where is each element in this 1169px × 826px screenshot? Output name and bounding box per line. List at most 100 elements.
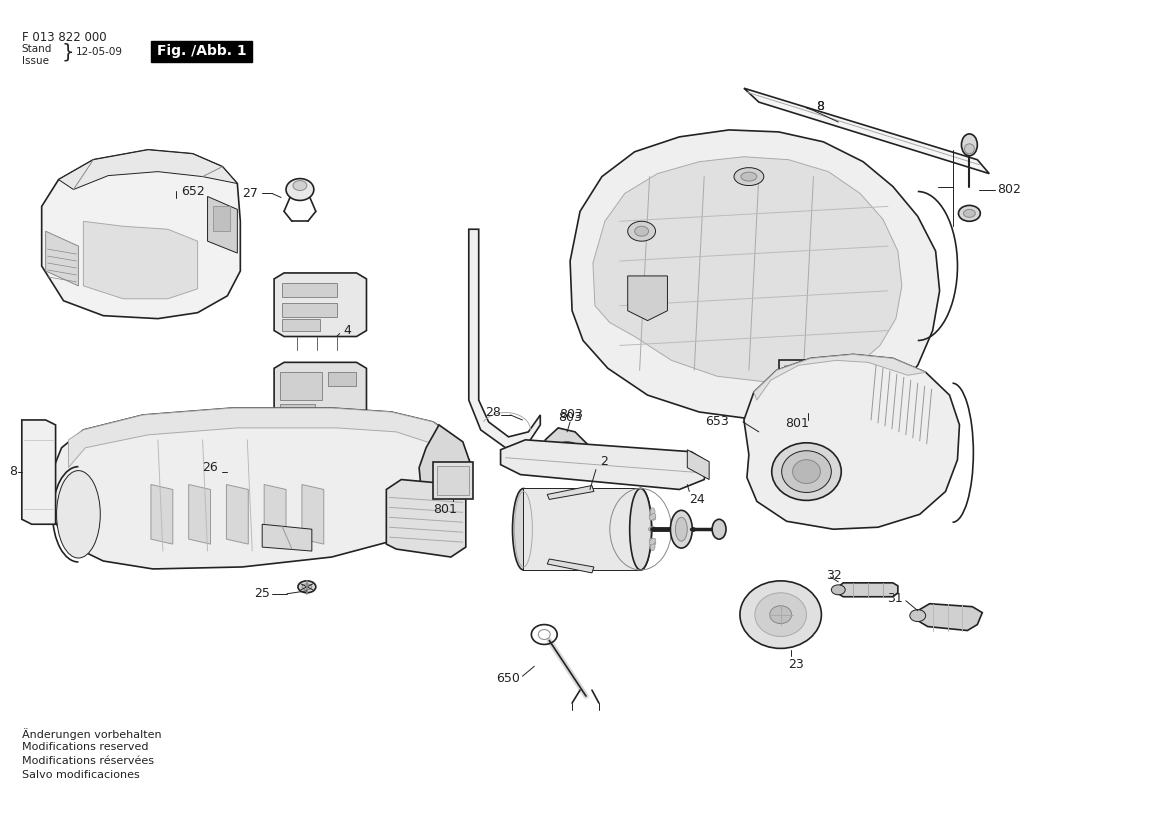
Text: 8: 8 [9,465,16,478]
Text: 803: 803 [558,411,582,425]
Polygon shape [208,197,237,253]
Ellipse shape [334,448,348,456]
Ellipse shape [512,488,534,570]
Bar [281,373,321,400]
Text: Modifications reserved: Modifications reserved [22,742,148,752]
Text: 801: 801 [433,503,457,516]
Ellipse shape [650,543,655,551]
Text: }: } [62,43,74,62]
Polygon shape [58,150,237,189]
Text: 28: 28 [485,406,500,419]
Text: 652: 652 [181,185,205,198]
Bar [437,466,469,496]
Text: 4: 4 [344,324,352,337]
Bar [779,360,841,412]
Text: Änderungen vorbehalten: Änderungen vorbehalten [22,728,161,740]
Text: Modifications réservées: Modifications réservées [22,756,154,766]
Text: 2: 2 [600,455,608,468]
Polygon shape [593,157,901,382]
Text: 23: 23 [789,657,804,671]
Ellipse shape [649,527,657,532]
Ellipse shape [964,144,974,154]
Polygon shape [274,273,366,336]
Polygon shape [274,363,366,424]
Polygon shape [570,130,940,420]
Ellipse shape [635,226,649,236]
Polygon shape [628,276,667,320]
Polygon shape [754,354,926,400]
Ellipse shape [285,448,299,456]
Text: 803: 803 [559,409,583,421]
Text: 12-05-09: 12-05-09 [76,47,123,58]
Polygon shape [22,420,56,525]
Polygon shape [69,408,461,468]
Polygon shape [386,480,465,557]
Polygon shape [264,485,286,544]
Polygon shape [500,439,707,490]
Ellipse shape [793,460,821,483]
Polygon shape [151,485,173,544]
Polygon shape [687,449,710,480]
Text: 25: 25 [254,587,270,601]
Polygon shape [54,408,471,569]
Ellipse shape [649,527,657,532]
Ellipse shape [755,593,807,637]
Text: 802: 802 [997,183,1021,196]
Polygon shape [743,354,960,529]
Ellipse shape [712,520,726,539]
Text: F 013 822 000: F 013 822 000 [22,31,106,44]
Text: 27: 27 [242,187,258,200]
Polygon shape [262,525,312,551]
Text: 26: 26 [202,461,217,474]
Bar [433,462,472,500]
Polygon shape [83,221,198,299]
Bar [151,40,253,63]
Text: 31: 31 [887,592,902,605]
Ellipse shape [961,134,977,156]
Text: 650: 650 [497,672,520,685]
Polygon shape [42,150,241,319]
Bar [281,404,314,416]
Polygon shape [469,230,540,448]
Text: 8: 8 [816,100,824,112]
Ellipse shape [628,221,656,241]
Polygon shape [838,583,898,596]
Ellipse shape [286,178,313,201]
Ellipse shape [649,514,656,520]
Ellipse shape [772,443,842,501]
Text: 801: 801 [784,417,809,430]
Ellipse shape [670,510,692,548]
Bar [783,365,836,407]
Bar [213,206,230,231]
Text: Fig. /Abb. 1: Fig. /Abb. 1 [157,45,247,59]
Ellipse shape [676,517,687,541]
Ellipse shape [649,514,656,520]
Ellipse shape [552,442,582,463]
Polygon shape [420,425,471,505]
Text: Stand: Stand [22,45,53,55]
Ellipse shape [959,206,981,221]
Ellipse shape [909,610,926,622]
Polygon shape [46,231,78,286]
Text: 24: 24 [690,493,705,506]
Ellipse shape [740,581,822,648]
Polygon shape [547,486,594,500]
Text: 653: 653 [705,415,729,429]
Ellipse shape [963,209,975,217]
Ellipse shape [298,581,316,593]
Ellipse shape [649,539,656,545]
Polygon shape [524,488,641,570]
Text: 8: 8 [816,100,824,112]
Polygon shape [545,428,588,475]
Bar [282,303,337,316]
Ellipse shape [302,584,312,590]
Ellipse shape [630,488,651,570]
Bar [282,319,320,330]
Bar [282,282,337,297]
Ellipse shape [630,488,651,570]
Polygon shape [227,485,248,544]
Ellipse shape [293,181,307,191]
Ellipse shape [831,585,845,595]
Polygon shape [302,485,324,544]
Polygon shape [918,604,982,630]
